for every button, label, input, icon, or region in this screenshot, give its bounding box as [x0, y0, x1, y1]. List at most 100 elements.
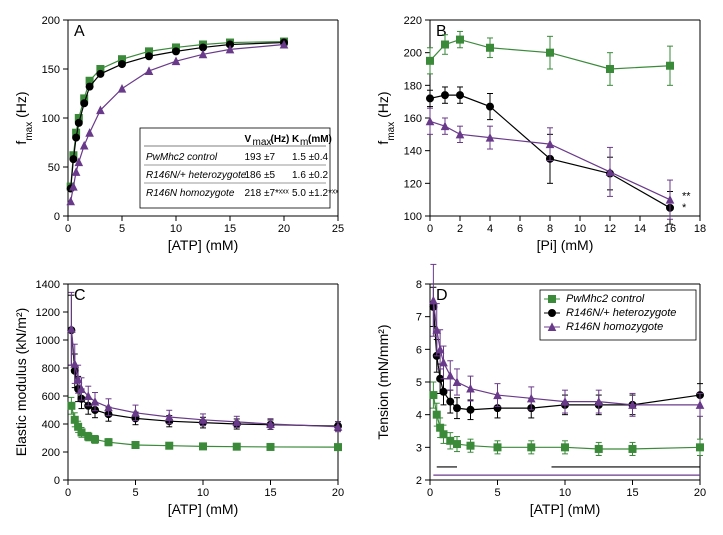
- ytick-label: 120: [404, 178, 422, 190]
- marker-square: [335, 444, 342, 451]
- inset-vmax: 193 ±7: [245, 152, 276, 163]
- xtick-label: 0: [65, 487, 71, 499]
- ytick-label: 50: [48, 162, 60, 174]
- legend-label: PwMhc2 control: [566, 293, 645, 305]
- ytick-label: 160: [404, 113, 422, 125]
- ytick-label: 200: [42, 447, 60, 459]
- ytick-label: 1200: [36, 307, 60, 319]
- marker-circle: [81, 100, 88, 107]
- ytick-label: 1400: [36, 279, 60, 291]
- marker-square: [78, 429, 85, 436]
- xtick-label: 10: [197, 487, 209, 499]
- marker-circle: [440, 388, 447, 395]
- xtick-label: 8: [547, 223, 553, 235]
- marker-square: [447, 437, 454, 444]
- ytick-label: 2: [416, 475, 422, 487]
- marker-square: [494, 444, 501, 451]
- marker-square: [629, 445, 636, 452]
- x-axis-label: [ATP] (mM): [168, 237, 239, 253]
- xtick-label: 20: [332, 487, 344, 499]
- xtick-label: 0: [427, 487, 433, 499]
- marker-circle: [487, 103, 494, 110]
- xtick-label: 10: [559, 487, 571, 499]
- marker-square: [233, 443, 240, 450]
- inset-vmax: 186 ±5: [245, 170, 276, 181]
- ytick-label: 140: [404, 146, 422, 158]
- marker-triangle: [146, 67, 153, 74]
- marker-triangle: [437, 346, 444, 353]
- marker-circle: [97, 70, 104, 77]
- xtick-label: 6: [517, 223, 523, 235]
- marker-square: [454, 441, 461, 448]
- marker-square: [457, 36, 464, 43]
- y-axis-label: Elastic modulus (kN/m²): [13, 308, 29, 457]
- marker-triangle: [71, 360, 78, 367]
- ytick-label: 4: [416, 410, 422, 422]
- marker-square: [437, 424, 444, 431]
- xtick-label: 4: [487, 223, 493, 235]
- marker-square: [562, 444, 569, 451]
- panel-letter: C: [74, 287, 86, 304]
- xtick-label: 10: [574, 223, 586, 235]
- x-axis-label: [Pi] (mM): [537, 237, 594, 253]
- ytick-label: 5: [416, 377, 422, 389]
- marker-circle: [454, 405, 461, 412]
- panel-panelB: 024681012141618100120140160180200220[Pi]…: [375, 15, 706, 253]
- panel-panelC: 051015200200400600800100012001400[ATP] (…: [13, 279, 344, 517]
- ytick-label: 6: [416, 344, 422, 356]
- marker-circle: [119, 61, 126, 68]
- inset-km: 5.0 ±1.2*ˣˣ: [292, 188, 339, 199]
- ytick-label: 0: [54, 211, 60, 223]
- marker-triangle: [427, 118, 434, 125]
- ytick-label: 180: [404, 80, 422, 92]
- ytick-label: 400: [42, 419, 60, 431]
- marker-circle: [75, 119, 82, 126]
- marker-circle: [146, 53, 153, 60]
- xtick-label: 10: [170, 223, 182, 235]
- ytick-label: 100: [42, 113, 60, 125]
- ytick-label: 150: [42, 64, 60, 76]
- sig-stars: **: [682, 191, 691, 203]
- xtick-label: 14: [634, 223, 646, 235]
- marker-square: [132, 442, 139, 449]
- y-axis-label: fmax (Hz): [375, 91, 397, 144]
- xtick-label: 0: [65, 223, 71, 235]
- marker-square: [547, 49, 554, 56]
- ytick-label: 1000: [36, 335, 60, 347]
- panel-letter: D: [436, 287, 448, 304]
- xtick-label: 18: [694, 223, 706, 235]
- x-axis-label: [ATP] (mM): [530, 501, 601, 517]
- marker-circle: [173, 48, 180, 55]
- marker-square: [105, 439, 112, 446]
- marker-triangle: [119, 85, 126, 92]
- marker-circle: [442, 92, 449, 99]
- panel-letter: A: [74, 23, 85, 40]
- ytick-label: 600: [42, 391, 60, 403]
- ytick-label: 100: [404, 211, 422, 223]
- legend-label: R146N/+ heterozygote: [566, 307, 676, 319]
- sig-star: *: [682, 202, 687, 214]
- marker-square: [68, 402, 75, 409]
- marker-triangle: [73, 168, 80, 175]
- svg-text:(mM): (mM): [308, 134, 332, 145]
- marker-square: [427, 57, 434, 64]
- marker-triangle: [667, 196, 674, 203]
- marker-square: [697, 444, 704, 451]
- marker-square: [467, 442, 474, 449]
- ytick-label: 200: [404, 48, 422, 60]
- y-axis-label: Tension (mN/mm²): [375, 324, 391, 439]
- inset-row-label: R146N homozygote: [146, 188, 235, 199]
- marker-triangle: [447, 372, 454, 379]
- xtick-label: 0: [427, 223, 433, 235]
- marker-square: [442, 41, 449, 48]
- marker-triangle: [442, 123, 449, 130]
- marker-square: [440, 431, 447, 438]
- xtick-label: 5: [494, 487, 500, 499]
- xtick-label: 12: [604, 223, 616, 235]
- ytick-label: 3: [416, 442, 422, 454]
- xtick-label: 5: [119, 223, 125, 235]
- marker-square: [595, 445, 602, 452]
- panel-panelA: 0510152025050100150200[ATP] (mM)fmax (Hz…: [13, 15, 344, 253]
- marker-square: [433, 411, 440, 418]
- svg-text:K: K: [292, 134, 300, 145]
